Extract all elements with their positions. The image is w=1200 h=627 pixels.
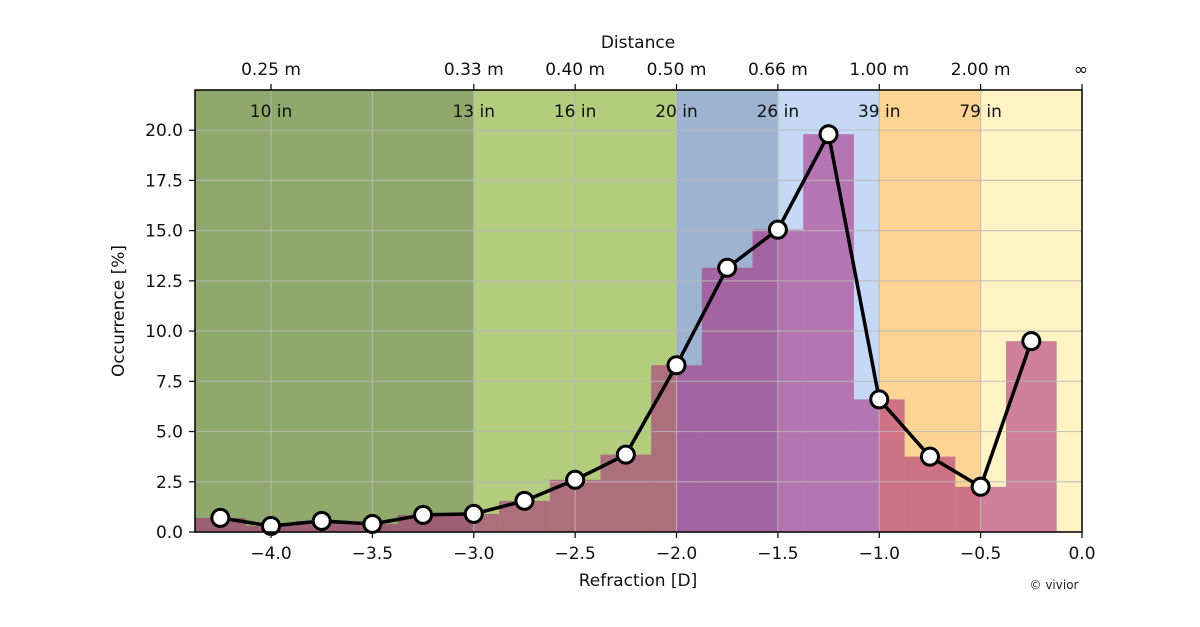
top-axis-title: Distance — [601, 33, 675, 53]
histogram-bar — [1005, 341, 1057, 532]
y-axis-title: Occurrence [%] — [109, 245, 129, 377]
y-tick-label: 20.0 — [145, 121, 183, 141]
data-point — [767, 219, 788, 240]
top-tick-label: 0.50 m — [647, 60, 707, 80]
x-axis-title: Refraction [D] — [579, 571, 698, 591]
x-tick-label: −1.0 — [859, 544, 900, 564]
top-tick-label: 1.00 m — [849, 60, 909, 80]
y-tick-label: 10.0 — [145, 322, 183, 342]
y-tick-label: 2.5 — [156, 473, 183, 493]
x-tick-label: −1.5 — [757, 544, 798, 564]
x-tick-label: −3.5 — [352, 544, 393, 564]
y-tick-label: 15.0 — [145, 222, 183, 242]
data-point — [970, 476, 991, 497]
histogram-bar — [701, 267, 753, 532]
data-point — [413, 504, 434, 525]
data-point — [210, 507, 231, 528]
credit-text: © vivior — [1030, 578, 1079, 592]
inch-label: 16 in — [554, 102, 597, 122]
data-point — [514, 490, 535, 511]
data-point — [1021, 331, 1042, 352]
y-tick-label: 12.5 — [145, 272, 183, 292]
y-tick-label: 17.5 — [145, 171, 183, 191]
inch-label: 79 in — [959, 102, 1002, 122]
data-point — [463, 503, 484, 524]
data-point — [615, 444, 636, 465]
y-tick-label: 7.5 — [156, 372, 183, 392]
histogram-bar — [803, 134, 854, 532]
data-point — [362, 513, 383, 534]
x-tick-label: −3.0 — [453, 544, 494, 564]
data-point — [869, 389, 890, 410]
inch-label: 10 in — [250, 102, 293, 122]
x-tick-label: −4.0 — [250, 544, 291, 564]
data-point — [717, 257, 738, 278]
inch-label: 26 in — [757, 102, 800, 122]
y-tick-label: 5.0 — [156, 423, 183, 443]
x-tick-label: 0.0 — [1068, 544, 1095, 564]
plot-frame — [194, 89, 1083, 533]
top-tick-label: 0.66 m — [748, 60, 808, 80]
x-tick-label: −2.5 — [555, 544, 596, 564]
top-tick-label: 0.25 m — [241, 60, 301, 80]
inch-label: 39 in — [858, 102, 901, 122]
data-point — [666, 355, 687, 376]
inch-label: 20 in — [655, 102, 698, 122]
data-markers — [210, 124, 1042, 536]
x-tick-label: −2.0 — [656, 544, 697, 564]
top-tick-label: 2.00 m — [951, 60, 1011, 80]
top-tick-label: 0.33 m — [444, 60, 504, 80]
data-point — [818, 124, 839, 145]
y-tick-label: 0.0 — [156, 523, 183, 543]
data-point — [311, 510, 332, 531]
axis-ticks: −4.0 −3.5 −3.0 −2.5 −2.0 −1.5 −1.0 −0.5 0.0 0.0 2.… — [145, 60, 1095, 564]
plot-border — [194, 89, 1083, 533]
inch-labels: 10 in 13 in 16 in 20 in 26 in 39 in 79 in — [250, 102, 1002, 122]
x-tick-label: −0.5 — [960, 544, 1001, 564]
data-point — [565, 469, 586, 490]
zone-band-0 — [195, 90, 474, 532]
top-tick-label: ∞ — [1074, 60, 1088, 80]
data-point — [919, 446, 940, 467]
top-tick-label: 0.40 m — [545, 60, 605, 80]
grid-lines — [195, 90, 1083, 533]
histogram-bar — [600, 454, 652, 532]
inch-label: 13 in — [452, 102, 495, 122]
histogram-bar — [904, 456, 956, 532]
